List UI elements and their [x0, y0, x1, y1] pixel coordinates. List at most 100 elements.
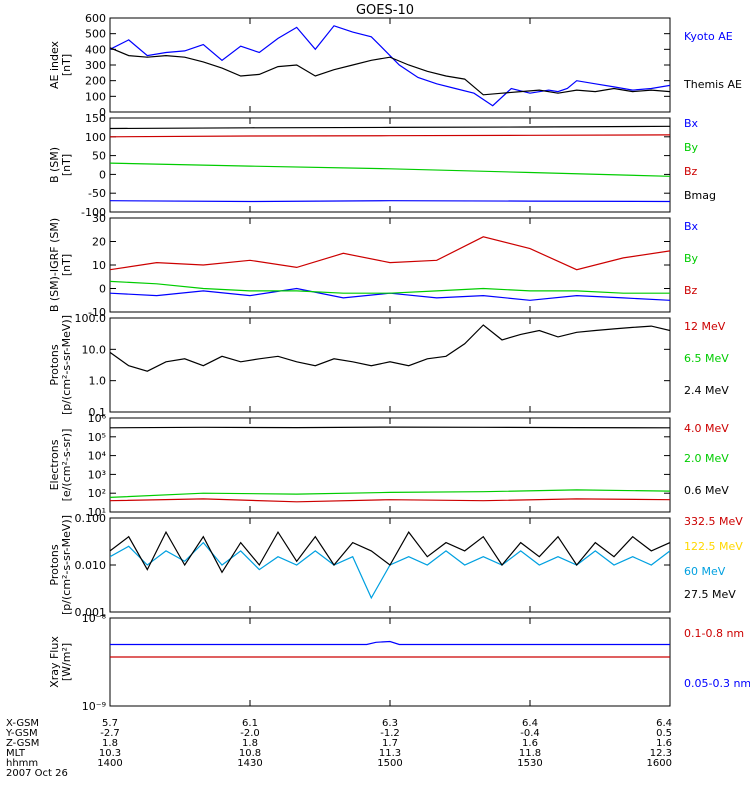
y-tick-label: 10³: [88, 468, 106, 481]
y-tick-label: 600: [85, 12, 106, 25]
y-tick-label: 10⁶: [88, 412, 107, 425]
y-tick-label: 10⁵: [88, 431, 106, 444]
y-tick-label: 0.1: [89, 406, 107, 419]
bottom-cell: 1530: [517, 758, 542, 769]
series-line: [110, 287, 670, 301]
bottom-cell: 6.3: [382, 718, 398, 729]
y-tick-label: 0.001: [75, 606, 107, 619]
y-axis-label: AE index[nT]: [48, 40, 73, 89]
chart-panel-2: -100 -50 0 50 100 150 B (SM)[nT] Bx By Bz Bmag: [48, 112, 716, 219]
y-tick-label: 0: [99, 106, 106, 119]
y-axis-label-line: [nT]: [60, 254, 73, 276]
bottom-cell: 0.5: [656, 728, 672, 739]
chart-panel-4: 0.1 1.0 10.0 100.0Protons[p/(cm²-s-sr-MeV)]…: [48, 312, 729, 419]
series-line: [110, 200, 670, 203]
y-tick-label: -10: [88, 306, 106, 319]
series-line: [110, 426, 670, 429]
y-axis-label: Protons[p/(cm²-s-sr-MeV)]: [48, 315, 73, 415]
y-tick-label: 10⁴: [88, 450, 107, 463]
y-tick-label: 10⁻⁹: [82, 700, 106, 713]
legend-label: Bz: [684, 165, 698, 178]
bottom-cell: 1.8: [102, 738, 118, 749]
legend-label: 0.05-0.3 nm: [684, 677, 750, 690]
series-line: [110, 25, 670, 107]
y-tick-label: 10²: [88, 487, 106, 500]
bottom-cell: 12.3: [650, 748, 672, 759]
bottom-cell: 1.6: [522, 738, 538, 749]
y-axis-label: B (SM)[nT]: [48, 147, 73, 183]
bottom-cell: -2.7: [100, 728, 120, 739]
legend-label: 122.5 MeV: [684, 540, 743, 553]
bottom-cell: 6.4: [656, 718, 672, 729]
y-axis-label: Electrons[e/(cm²-s-sr)]: [48, 429, 73, 502]
legend-label: Kyoto AE: [684, 30, 733, 43]
y-tick-label: 300: [85, 59, 106, 72]
series-line: [110, 47, 670, 96]
bottom-cell: -0.4: [520, 728, 540, 739]
bottom-cell: 6.1: [242, 718, 258, 729]
y-tick-label: 100.0: [75, 312, 107, 325]
y-tick-label: 30: [92, 212, 106, 225]
panel-frame: [109, 617, 671, 707]
panel-frame: [109, 317, 671, 413]
y-tick-label: 20: [92, 236, 106, 249]
bottom-cell: 1.8: [242, 738, 258, 749]
bottom-cell: 1.6: [656, 738, 672, 749]
bottom-row-label: X-GSM: [6, 718, 39, 729]
legend-label: 2.4 MeV: [684, 384, 729, 397]
bottom-cell: 11.3: [379, 748, 401, 759]
chart-panel-6: 0.001 0.010 0.100Protons[p/(cm²-s-sr-MeV)]…: [48, 512, 743, 619]
legend-label: 12 MeV: [684, 320, 726, 333]
bottom-cell: 10.8: [239, 748, 261, 759]
y-axis-label-line: B (SM): [48, 147, 61, 183]
y-tick-label: 1.0: [89, 375, 107, 388]
y-axis-label: Protons[p/(cm²-s-sr-MeV)]: [48, 515, 73, 615]
chart-panel-1: 0 100 200 300 400 500 600 AE index[nT] Kyoto AE T…: [48, 12, 742, 119]
y-axis-label-line: Protons: [48, 544, 61, 585]
y-tick-label: 0: [99, 283, 106, 296]
y-tick-label: 400: [85, 43, 106, 56]
bottom-cell: 6.4: [522, 718, 538, 729]
series-line: [110, 640, 670, 646]
legend-label: 0.6 MeV: [684, 484, 729, 497]
y-axis-label-line: Electrons: [48, 439, 61, 490]
bottom-row-label: Z-GSM: [6, 738, 39, 749]
legend-label: Bmag: [684, 189, 716, 202]
y-tick-label: 100: [85, 90, 106, 103]
y-axis-label-line: Xray Flux: [48, 636, 61, 688]
y-tick-label: 10¹: [88, 506, 106, 519]
bottom-cell: 1430: [237, 758, 262, 769]
legend-label: 60 MeV: [684, 565, 726, 578]
series-line: [110, 134, 670, 138]
bottom-cell: -2.0: [240, 728, 260, 739]
y-tick-label: 50: [92, 150, 106, 163]
legend-label: 27.5 MeV: [684, 588, 736, 601]
y-tick-label: 10.0: [82, 343, 107, 356]
bottom-row-label: Y-GSM: [5, 728, 38, 739]
legend-label: Bx: [684, 220, 699, 233]
chart-panel-3: -10 0 10 20 30 B (SM)-IGRF (SM)[nT] Bx By Bz: [48, 212, 699, 319]
legend-label: 2.0 MeV: [684, 452, 729, 465]
y-axis-label-line: [nT]: [60, 154, 73, 176]
series-line: [110, 236, 670, 271]
y-tick-label: -50: [88, 187, 106, 200]
legend-label: Bx: [684, 117, 699, 130]
y-axis-label-line: [p/(cm²-s-sr-MeV)]: [60, 315, 73, 415]
bottom-cell: 1500: [377, 758, 402, 769]
y-tick-label: 0.010: [75, 559, 107, 572]
legend-label: By: [684, 252, 699, 265]
y-tick-label: 0.100: [75, 512, 107, 525]
panel-frame: [109, 417, 671, 513]
y-tick-label: 10: [92, 259, 106, 272]
figure-title: GOES-10: [356, 3, 414, 18]
y-axis-label-line: AE index: [48, 40, 61, 89]
y-tick-label: -100: [81, 206, 106, 219]
series-line: [110, 530, 670, 574]
legend-label: 6.5 MeV: [684, 352, 729, 365]
y-axis-label-line: [W/m²]: [60, 643, 73, 681]
y-tick-label: 100: [85, 131, 106, 144]
series-line: [110, 324, 670, 372]
panel-frame: [109, 17, 671, 113]
